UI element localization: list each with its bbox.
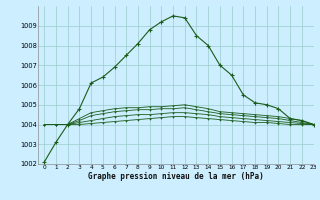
X-axis label: Graphe pression niveau de la mer (hPa): Graphe pression niveau de la mer (hPa) [88, 172, 264, 181]
